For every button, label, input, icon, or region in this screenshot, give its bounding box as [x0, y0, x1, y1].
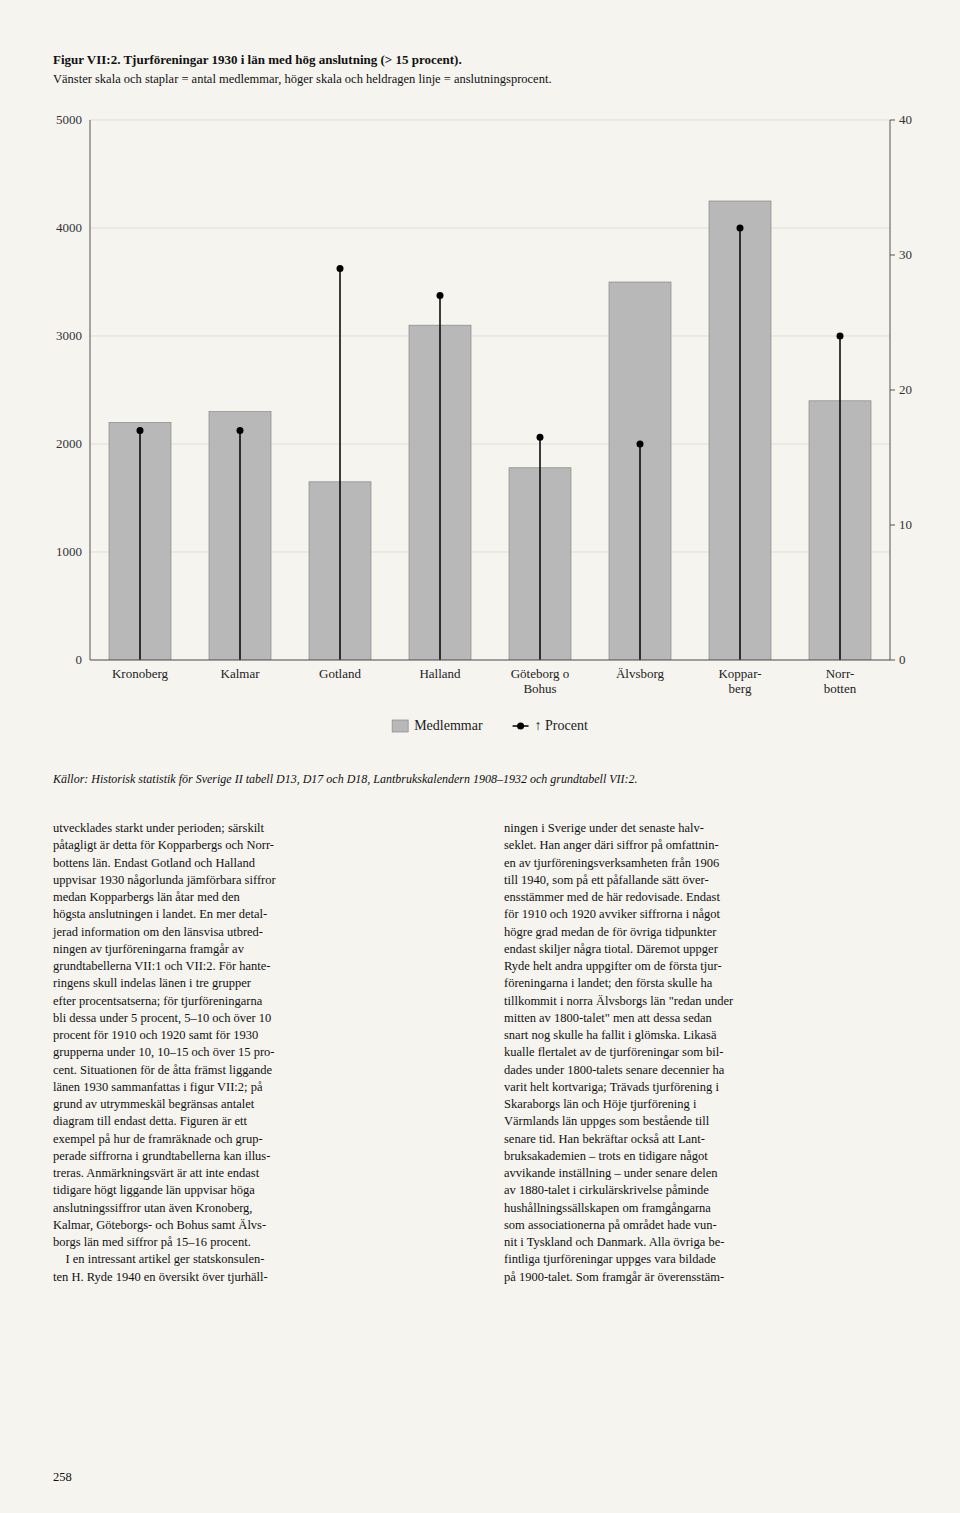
lollipop-dot	[437, 292, 444, 299]
marks	[109, 201, 871, 660]
lollipop-dot	[137, 427, 144, 434]
y-axis	[90, 120, 91, 660]
x-tick-label-line: Älvsborg	[616, 666, 665, 681]
y-tick-label: 2000	[56, 436, 82, 451]
lollipop	[437, 292, 444, 660]
y2-tick	[890, 120, 895, 121]
bar	[609, 282, 671, 660]
lollipop	[837, 333, 844, 661]
y-tick-label: 4000	[56, 220, 82, 235]
lollipop	[737, 225, 744, 661]
lollipop-stem	[639, 444, 641, 660]
x-tick-label-line: Bohus	[523, 681, 556, 696]
x-tick-label: Norr-botten	[824, 666, 857, 696]
lollipop	[237, 427, 244, 660]
x-tick-label-line: Kalmar	[221, 666, 261, 681]
x-tick-label: Koppar-berg	[718, 666, 761, 696]
grid-line	[90, 660, 890, 661]
x-tick-label: Göteborg oBohus	[511, 666, 570, 696]
lollipop-dot	[637, 441, 644, 448]
lollipop	[137, 427, 144, 660]
y2-axis	[890, 120, 891, 660]
lollipop-stem	[139, 431, 141, 661]
lollipop-dot	[837, 333, 844, 340]
grid	[90, 120, 890, 660]
x-tick-label-line: Koppar-	[718, 666, 761, 681]
y2-tick	[890, 255, 895, 256]
legend-item: Medlemmar	[392, 718, 483, 733]
lollipop-dot	[737, 225, 744, 232]
lollipop-stem	[439, 296, 441, 661]
legend-label: Medlemmar	[414, 718, 483, 733]
y2-tick	[890, 525, 895, 526]
title: Figur VII:2. Tjurföreningar 1930 i län m…	[53, 52, 462, 68]
lollipop	[337, 265, 344, 660]
y2-tick-label: 10	[899, 517, 912, 532]
bar	[709, 201, 771, 660]
x-tick-label-line: Göteborg o	[511, 666, 570, 681]
legend-dot	[517, 723, 524, 730]
x-tick-label-line: Halland	[419, 666, 461, 681]
bar	[209, 412, 271, 660]
x-axis	[90, 660, 890, 661]
lollipop-stem	[739, 228, 741, 660]
legend: Medlemmar ↑ Procent	[392, 718, 588, 733]
y-tick-label: 5000	[56, 112, 82, 127]
y2-tick-label: 20	[899, 382, 912, 397]
lollipop-dot	[237, 427, 244, 434]
lollipop-stem	[339, 269, 341, 661]
source-note: Källor: Historisk statistik för Sverige …	[53, 772, 638, 787]
lollipop-stem	[239, 431, 241, 661]
lollipop-stem	[839, 336, 841, 660]
legend-label: ↑ Procent	[535, 718, 588, 733]
lollipop	[637, 441, 644, 661]
x-tick-label: Kalmar	[221, 666, 261, 681]
body-text: utvecklades starkt under perioden; särsk…	[53, 820, 276, 1286]
y-tick-label: 1000	[56, 544, 82, 559]
chart: 0 1000 2000 3000 4000 5000 0 10 20 30 40 Kronoberg K…	[0, 100, 960, 760]
grid-line	[90, 120, 890, 121]
y-tick-label: 3000	[56, 328, 82, 343]
subtitle: Vänster skala och staplar = antal medlem…	[53, 72, 552, 87]
y2-tick-label: 40	[899, 112, 912, 127]
x-tick-label: Halland	[419, 666, 461, 681]
lollipop-stem	[539, 437, 541, 660]
x-tick-label-line: Norr-	[826, 666, 855, 681]
x-tick-label-line: Gotland	[319, 666, 361, 681]
page-number: 258	[53, 1470, 72, 1485]
lollipop-dot	[337, 265, 344, 272]
y2-tick	[890, 390, 895, 391]
body-text: ningen i Sverige under det senaste halv-…	[504, 820, 733, 1286]
legend-item: ↑ Procent	[513, 718, 588, 733]
x-tick-label-line: Kronoberg	[112, 666, 169, 681]
x-tick-label: Kronoberg	[112, 666, 169, 681]
y2-tick-label: 0	[899, 652, 906, 667]
legend-swatch	[392, 720, 408, 732]
bar	[109, 422, 171, 660]
x-tick-label: Älvsborg	[616, 666, 665, 681]
y-tick-label: 0	[76, 652, 83, 667]
x-tick-label-line: berg	[729, 681, 752, 696]
x-tick-label: Gotland	[319, 666, 361, 681]
lollipop	[537, 434, 544, 660]
y2-tick	[890, 660, 895, 661]
x-tick-label-line: botten	[824, 681, 857, 696]
y2-tick-label: 30	[899, 247, 912, 262]
lollipop-dot	[537, 434, 544, 441]
